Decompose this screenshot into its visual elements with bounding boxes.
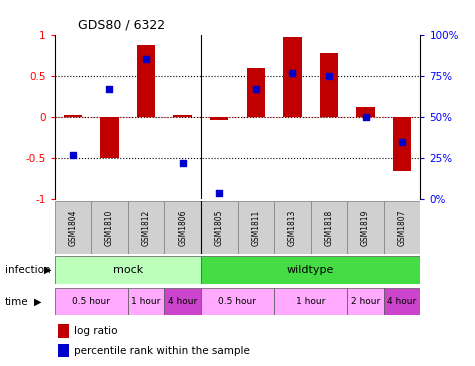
Bar	[210, 117, 228, 120]
Text: ▶: ▶	[34, 297, 42, 307]
Bar	[274, 201, 311, 254]
Point	[325, 73, 332, 79]
Bar	[356, 107, 375, 117]
Bar	[128, 288, 164, 315]
Bar	[384, 201, 420, 254]
Text: log ratio: log ratio	[74, 326, 117, 336]
Bar	[58, 325, 68, 338]
Point	[289, 70, 296, 76]
Bar	[274, 288, 347, 315]
Text: time: time	[5, 297, 28, 307]
Bar	[201, 201, 238, 254]
Text: 0.5 hour: 0.5 hour	[218, 297, 256, 306]
Bar	[201, 256, 420, 284]
Text: GSM1818: GSM1818	[324, 210, 333, 246]
Text: GSM1811: GSM1811	[251, 210, 260, 246]
Text: 4 hour: 4 hour	[388, 297, 417, 306]
Bar	[164, 201, 201, 254]
Text: GSM1812: GSM1812	[142, 210, 151, 246]
Text: GSM1807: GSM1807	[398, 210, 407, 246]
Point	[216, 190, 223, 196]
Point	[142, 57, 150, 63]
Bar	[347, 288, 384, 315]
Point	[362, 114, 370, 120]
Text: 2 hour: 2 hour	[351, 297, 380, 306]
Bar	[201, 288, 274, 315]
Text: 4 hour: 4 hour	[168, 297, 197, 306]
Bar	[393, 117, 411, 171]
Text: GSM1819: GSM1819	[361, 210, 370, 246]
Bar	[55, 256, 201, 284]
Bar	[164, 288, 201, 315]
Point	[69, 152, 77, 158]
Bar	[173, 115, 192, 117]
Text: GDS80 / 6322: GDS80 / 6322	[78, 18, 165, 31]
Text: percentile rank within the sample: percentile rank within the sample	[74, 346, 249, 355]
Bar	[238, 201, 274, 254]
Point	[179, 160, 186, 166]
Bar	[347, 201, 384, 254]
Text: ▶: ▶	[44, 265, 51, 275]
Point	[105, 86, 113, 92]
Text: GSM1806: GSM1806	[178, 210, 187, 246]
Bar	[283, 37, 302, 117]
Bar	[137, 45, 155, 117]
Text: GSM1813: GSM1813	[288, 210, 297, 246]
Bar	[311, 201, 347, 254]
Text: wildtype: wildtype	[287, 265, 334, 275]
Text: GSM1810: GSM1810	[105, 210, 114, 246]
Text: 1 hour: 1 hour	[132, 297, 161, 306]
Text: GSM1805: GSM1805	[215, 210, 224, 246]
Bar	[100, 117, 119, 158]
Bar	[55, 201, 91, 254]
Bar	[320, 53, 338, 117]
Text: 1 hour: 1 hour	[296, 297, 325, 306]
Bar	[384, 288, 420, 315]
Bar	[128, 201, 164, 254]
Text: mock: mock	[113, 265, 143, 275]
Bar	[64, 116, 82, 117]
Bar	[247, 68, 265, 117]
Text: GSM1804: GSM1804	[68, 210, 77, 246]
Bar	[55, 288, 128, 315]
Text: infection: infection	[5, 265, 50, 275]
Bar	[58, 344, 68, 357]
Point	[398, 139, 406, 145]
Point	[252, 86, 259, 92]
Text: 0.5 hour: 0.5 hour	[72, 297, 110, 306]
Bar	[91, 201, 128, 254]
